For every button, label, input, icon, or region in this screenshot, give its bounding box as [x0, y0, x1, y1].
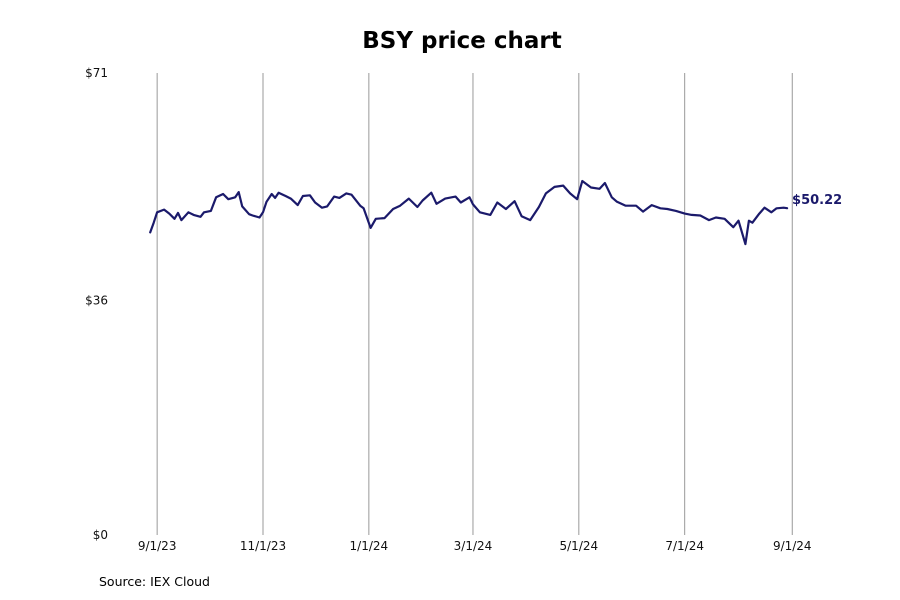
- source-note: Source: IEX Cloud: [99, 574, 210, 589]
- last-price-label: $50.22: [792, 193, 842, 208]
- x-tick-label: 1/1/24: [350, 539, 389, 553]
- x-tick-label: 3/1/24: [454, 539, 493, 553]
- price-series-line: [149, 179, 789, 246]
- y-tick-label: $71: [85, 66, 108, 80]
- x-tick-label: 7/1/24: [665, 539, 704, 553]
- x-axis: 9/1/23 11/1/23 1/1/24 3/1/24 5/1/24 7/1/24 9/1…: [138, 539, 812, 553]
- gridlines: [156, 73, 793, 535]
- x-tick-label: 5/1/24: [560, 539, 599, 553]
- x-tick-label: 9/1/24: [773, 539, 812, 553]
- y-axis: $0 $36 $71: [85, 66, 108, 542]
- y-tick-label: $36: [85, 294, 108, 308]
- y-tick-label: $0: [93, 528, 108, 542]
- x-tick-label: 9/1/23: [138, 539, 177, 553]
- chart-title: BSY price chart: [362, 28, 562, 54]
- x-tick-label: 11/1/23: [240, 539, 286, 553]
